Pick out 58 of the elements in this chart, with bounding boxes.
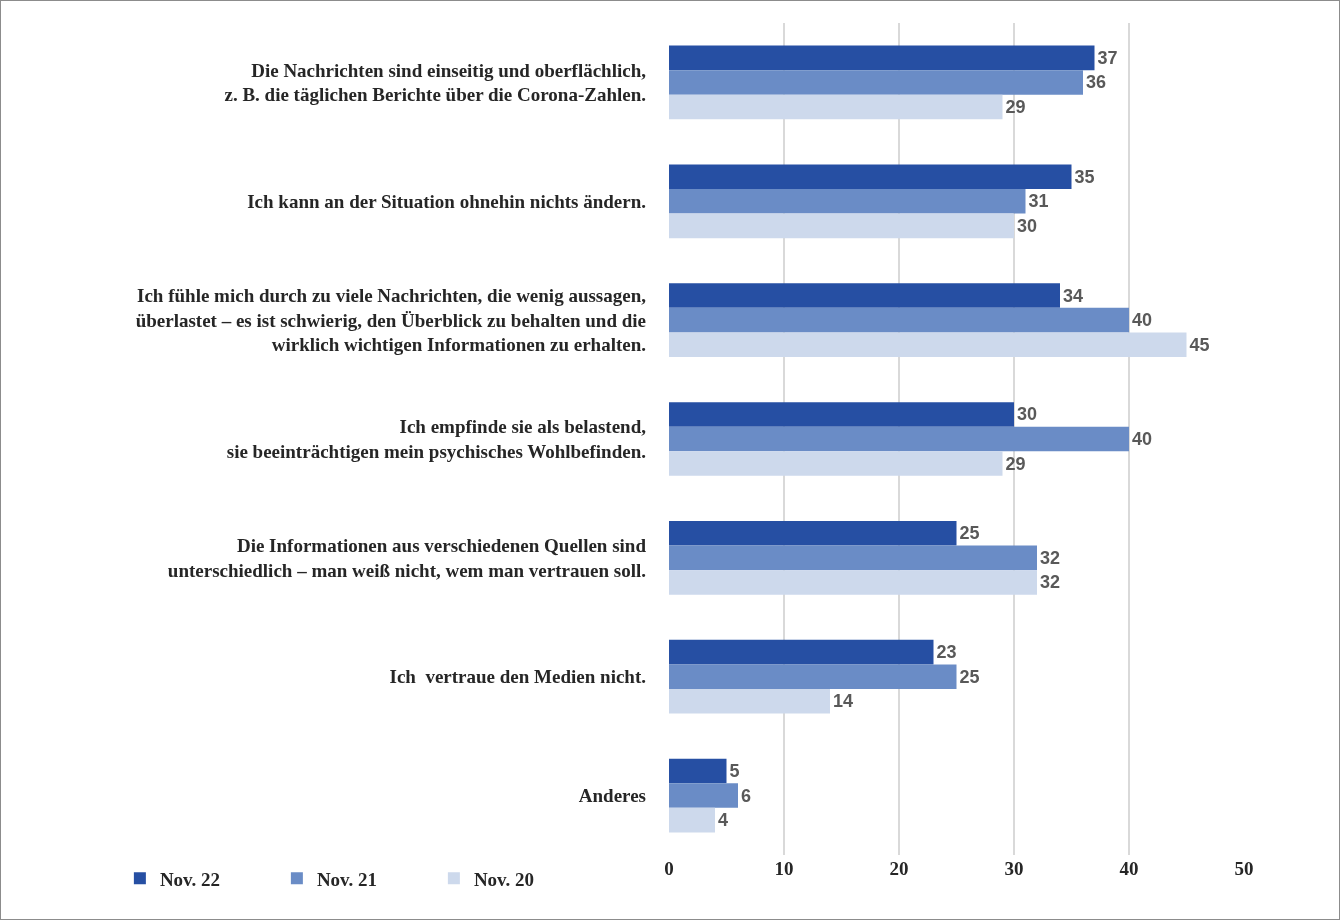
data-label: 36 <box>1086 72 1107 93</box>
bar <box>669 426 1129 452</box>
data-label: 25 <box>959 523 980 544</box>
bar <box>669 70 1083 95</box>
bar <box>669 689 830 714</box>
legend-label: Nov. 21 <box>316 868 378 890</box>
bar <box>669 213 1014 239</box>
data-label: 14 <box>833 691 854 712</box>
data-label: 37 <box>1097 47 1118 68</box>
data-label: 30 <box>1017 215 1038 236</box>
data-label: 35 <box>1074 166 1095 187</box>
data-label: 5 <box>729 761 740 782</box>
bar <box>669 807 715 833</box>
x-tick-label: 0 <box>664 858 674 879</box>
x-tick-label: 30 <box>1004 858 1024 879</box>
bar <box>669 283 1060 308</box>
x-tick-label: 40 <box>1119 858 1139 879</box>
data-label: 40 <box>1132 310 1153 331</box>
bar <box>669 189 1026 214</box>
bar <box>669 332 1187 357</box>
data-label: 32 <box>1040 572 1061 593</box>
bar <box>669 451 1003 476</box>
bar <box>669 402 1014 427</box>
data-label: 34 <box>1063 285 1084 306</box>
bar <box>669 164 1072 189</box>
data-label: 6 <box>741 785 752 806</box>
bar <box>669 783 738 808</box>
bar <box>669 758 727 784</box>
x-tick-label: 50 <box>1234 858 1254 879</box>
data-label: 45 <box>1189 334 1210 355</box>
bar <box>669 521 957 546</box>
y-tick-label: Ich fühle mich durch zu viele Nachrichten, die wenig aussagen, überlastet – es ist schwierig, den Überblick zu behalten und die wirklich wichtigen Informationen zu erhalten. <box>135 285 647 356</box>
bar <box>669 307 1129 333</box>
bar <box>669 664 957 689</box>
data-label: 31 <box>1028 191 1049 212</box>
y-tick-label: Ich vertraue den Medien nicht. <box>389 666 646 688</box>
bar <box>669 639 934 665</box>
data-label: 23 <box>936 642 957 663</box>
y-tick-label: Anderes <box>578 785 646 807</box>
bar <box>669 94 1003 120</box>
legend-label: Nov. 22 <box>159 868 221 890</box>
x-tick-label: 20 <box>889 858 909 879</box>
bar <box>669 45 1095 71</box>
data-label: 30 <box>1017 404 1038 425</box>
data-label: 40 <box>1132 429 1153 449</box>
bar <box>669 570 1037 595</box>
bar <box>669 545 1037 571</box>
data-label: 4 <box>718 810 729 831</box>
y-tick-label: Die Informationen aus verschiedenen Quellen sind unterschiedlich – man weiß nicht, wem man vertrauen soll. <box>167 535 647 581</box>
legend-label: Nov. 20 <box>473 868 535 890</box>
data-label: 29 <box>1005 453 1026 474</box>
y-tick-label: Ich empfinde sie als belastend, sie beeinträchtigen mein psychisches Wohlbefinden. <box>226 416 647 462</box>
data-label: 29 <box>1005 96 1026 117</box>
data-label: 32 <box>1040 547 1061 568</box>
y-tick-label: Die Nachrichten sind einseitig und oberflächlich, z. B. die täglichen Berichte über die Corona-Zahlen. <box>224 59 647 106</box>
y-tick-label: Ich kann an der Situation ohnehin nichts ändern. <box>247 190 646 212</box>
data-label: 25 <box>959 666 980 687</box>
x-tick-label: 10 <box>774 858 794 879</box>
